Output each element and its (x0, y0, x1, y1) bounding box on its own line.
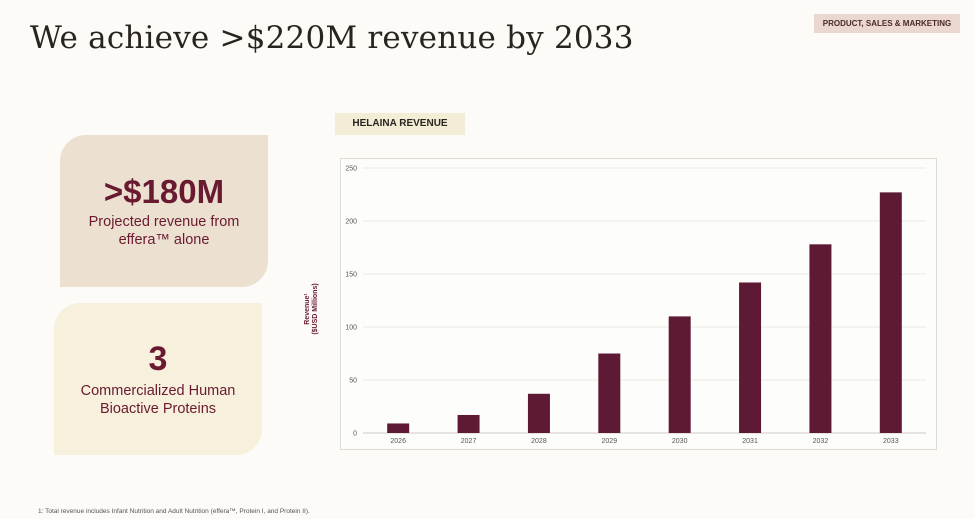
footnote: 1: Total revenue includes Infant Nutriti… (38, 508, 310, 515)
x-tick-label-2026: 2026 (390, 438, 406, 445)
bar-2027 (457, 414, 480, 433)
bar-2033 (879, 192, 902, 433)
y-axis-label-line2: ($USD Millions) (312, 283, 319, 334)
x-tick-label-2030: 2030 (672, 438, 688, 445)
proteins-count: 3 (148, 340, 168, 378)
effera-revenue-value: >$180M (103, 173, 225, 210)
x-tick-label-2029: 2029 (602, 438, 618, 445)
y-tick-label: 0 (353, 431, 357, 438)
section-tag: PRODUCT, SALES & MARKETING (814, 14, 960, 33)
x-tick-label-2033: 2033 (883, 438, 899, 445)
y-tick-label: 50 (349, 378, 357, 385)
y-tick-label: 100 (345, 325, 357, 332)
x-tick-label-2032: 2032 (813, 438, 829, 445)
proteins-card: 3 Commercialized Human Bioactive Protein… (54, 303, 262, 455)
y-tick-label: 250 (345, 166, 357, 173)
y-tick-label: 200 (345, 219, 357, 226)
revenue-chart-frame: Revenue¹ ($USD Millions) 0 50 100 150 200 250… (304, 158, 937, 450)
bar-2032 (809, 244, 832, 433)
bar-2026 (387, 423, 410, 433)
proteins-text: Commercialized Human Bioactive Proteins (80, 383, 236, 417)
bar-2029 (598, 353, 621, 433)
x-tick-label-2028: 2028 (531, 438, 547, 445)
bar-2031 (739, 282, 762, 433)
bar-2030 (668, 316, 691, 433)
effera-revenue-text: Projected revenue from effera™ alone (88, 214, 240, 248)
chart-label: HELAINA REVENUE (335, 113, 465, 135)
effera-revenue-card: >$180M Projected revenue from effera™ al… (60, 135, 268, 287)
x-tick-label-2031: 2031 (742, 438, 758, 445)
bar-2028 (527, 393, 550, 433)
page-title: We achieve >$220M revenue by 2033 (30, 20, 634, 56)
x-tick-label-2027: 2027 (461, 438, 477, 445)
y-tick-label: 150 (345, 272, 357, 279)
y-axis-label-line1: Revenue¹ (304, 293, 311, 325)
revenue-chart: Revenue¹ ($USD Millions) 0 50 100 150 200 250… (304, 166, 926, 445)
